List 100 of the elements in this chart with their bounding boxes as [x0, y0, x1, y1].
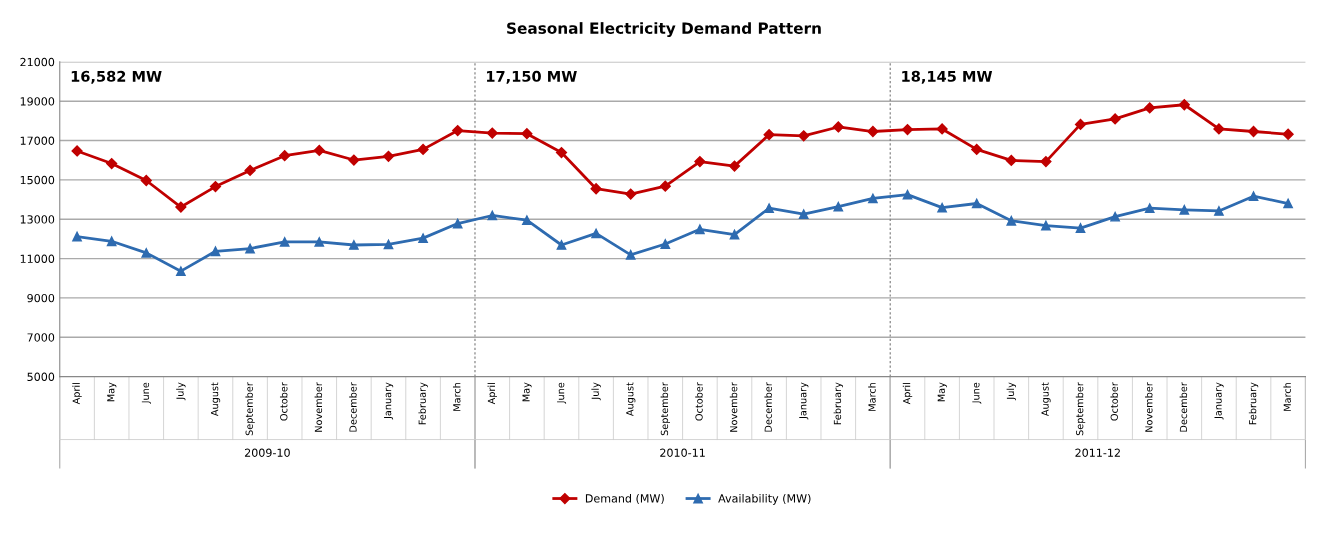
point: [383, 239, 394, 250]
point: [1040, 155, 1052, 168]
point: [971, 143, 983, 156]
point: [314, 236, 325, 247]
point: [175, 201, 187, 213]
point: [1144, 203, 1155, 214]
point: [521, 128, 533, 140]
point: [1110, 211, 1120, 222]
point: [209, 180, 222, 193]
y-tick-label: 19000: [20, 97, 55, 106]
point: [694, 155, 706, 168]
x-tick-label: September: [1075, 382, 1086, 436]
y-tick-label: 13000: [20, 215, 55, 224]
x-tick-label: December: [1179, 382, 1188, 432]
point: [244, 164, 256, 177]
annotation: 18,145 MW: [902, 70, 993, 84]
x-tick-label: July: [591, 382, 601, 401]
x-tick-label: January: [799, 382, 809, 420]
x-tick-label: May: [107, 382, 117, 402]
legend-label: Availability (MW): [718, 493, 811, 505]
x-tick-label: January: [384, 382, 394, 420]
point: [418, 233, 428, 243]
y-tick-label: 15000: [20, 175, 55, 185]
point: [1179, 204, 1190, 215]
legend-label: Demand (MW): [585, 493, 664, 504]
point: [313, 144, 325, 156]
annotation: 16,582 MW: [71, 70, 162, 84]
x-tick-label: July: [176, 382, 186, 401]
text: 2009-10: [244, 448, 290, 457]
point: [590, 183, 602, 195]
point: [695, 224, 705, 235]
x-tick-label: June: [557, 382, 567, 404]
point: [1178, 99, 1190, 111]
point: [1075, 223, 1086, 233]
x-tick-label: October: [279, 382, 288, 421]
x-tick-label: February: [833, 382, 843, 425]
x-tick-label: December: [349, 382, 357, 432]
x-tick-label: July: [1006, 382, 1017, 401]
x-tick-label: November: [729, 382, 738, 432]
x-tick-label: March: [868, 382, 876, 411]
point: [591, 228, 601, 239]
x-tick-label: November: [314, 382, 323, 432]
x-tick-label: August: [626, 382, 636, 417]
point: [971, 198, 982, 209]
text: 2010-11: [660, 448, 705, 457]
x-tick-label: May: [937, 382, 947, 402]
point: [798, 130, 810, 142]
point: [348, 154, 360, 166]
point: [832, 121, 844, 133]
y-tick-label: 11000: [20, 254, 55, 263]
y-tick-label: 7000: [27, 333, 55, 342]
point: [141, 248, 152, 258]
y-tick-label: 17000: [20, 136, 55, 145]
x-tick-label: March: [1283, 382, 1291, 411]
x-tick-label: March: [452, 382, 461, 411]
point: [72, 231, 82, 242]
x-tick-label: September: [245, 382, 255, 436]
point: [868, 193, 878, 204]
y-tick-label: 9000: [27, 293, 55, 303]
x-tick-label: August: [1041, 382, 1051, 417]
x-tick-label: April: [72, 383, 82, 405]
point: [901, 123, 914, 136]
point: [245, 243, 255, 254]
x-tick-label: January: [1214, 382, 1224, 420]
point: [1283, 198, 1293, 209]
point: [1247, 125, 1260, 138]
y-tick-label: 21000: [20, 57, 55, 67]
point: [522, 215, 532, 226]
x-tick-label: October: [695, 382, 703, 421]
point: [106, 236, 117, 247]
point: [106, 157, 118, 170]
point: [764, 203, 774, 214]
point: [798, 209, 809, 219]
point: [867, 125, 879, 138]
point: [1144, 102, 1156, 114]
x-tick-label: November: [1145, 382, 1153, 432]
point: [1282, 128, 1294, 140]
point: [1213, 123, 1225, 135]
point: [937, 202, 947, 213]
point: [279, 236, 290, 247]
point: [1074, 118, 1087, 131]
x-tick-label: April: [902, 383, 913, 405]
point: [1005, 154, 1017, 167]
x-tick-label: April: [487, 383, 497, 405]
point: [210, 246, 221, 257]
point: [279, 150, 291, 162]
point: [140, 174, 152, 187]
annotation: 17,150 MW: [487, 70, 577, 84]
point: [382, 150, 395, 162]
point: [555, 146, 568, 159]
point: [1006, 215, 1017, 226]
point: [452, 124, 464, 137]
point: [660, 239, 671, 249]
text: 2011-12: [1075, 448, 1120, 457]
point: [1041, 220, 1051, 231]
x-tick-label: May: [522, 382, 532, 402]
point: [659, 180, 671, 192]
x-tick-label: December: [764, 382, 772, 432]
point: [728, 160, 741, 172]
point: [452, 218, 463, 229]
